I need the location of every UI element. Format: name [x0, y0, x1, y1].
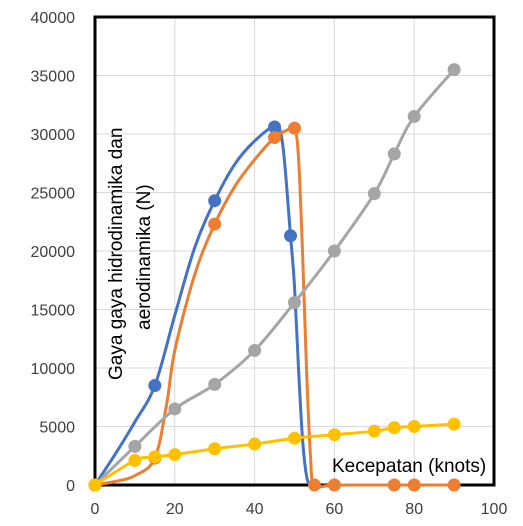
- series-2-point: [387, 478, 401, 492]
- x-axis-label: Kecepatan (knots): [332, 456, 486, 477]
- y-tick-label: 10000: [31, 361, 76, 378]
- y-axis-label-line-1: Gaya gaya hidrodinamika dan: [106, 128, 127, 380]
- series-3-point: [327, 244, 341, 258]
- series-3-point: [407, 109, 421, 123]
- series-4: [88, 417, 461, 492]
- series-1-line: [93, 125, 316, 488]
- series-3-point: [128, 439, 142, 453]
- series-3-point: [447, 63, 461, 77]
- y-tick-label: 20000: [31, 244, 76, 261]
- y-axis-label-line-2: aerodinamika (N): [134, 184, 155, 330]
- series-4-point: [327, 428, 341, 442]
- series-4-point: [367, 424, 381, 438]
- y-tick-label: 35000: [31, 69, 76, 86]
- series-3-point: [248, 343, 262, 357]
- series-4-point: [128, 453, 142, 467]
- series-1-point: [148, 379, 162, 393]
- series-1-point: [208, 194, 222, 208]
- series-3-point: [288, 295, 301, 309]
- series-4-point: [447, 417, 461, 431]
- y-tick-label: 5000: [39, 420, 75, 437]
- x-tick-label: 20: [166, 501, 184, 518]
- x-tick-label: 60: [326, 501, 344, 518]
- y-tick-label: 25000: [31, 186, 76, 203]
- y-tick-label: 0: [66, 478, 75, 495]
- x-tick-label: 0: [91, 501, 100, 518]
- series-2-point: [407, 478, 421, 492]
- x-tick-label: 80: [405, 501, 423, 518]
- series-2-point: [268, 131, 282, 145]
- series-1-point: [284, 229, 298, 243]
- series-4-point: [248, 437, 262, 451]
- series-3-point: [387, 147, 401, 161]
- series-3-point: [367, 187, 381, 201]
- x-tick-label: 40: [246, 501, 264, 518]
- series-2-point: [208, 217, 222, 231]
- series-2-point: [327, 478, 341, 492]
- series-4-point: [208, 442, 222, 456]
- y-axis-label: Gaya gaya hidrodinamika dan aerodinamika…: [106, 128, 155, 380]
- series-1-point: [268, 120, 282, 134]
- series-2-point: [288, 121, 301, 135]
- series-4-point: [88, 478, 102, 492]
- series-4-point: [168, 448, 182, 462]
- series-4-point: [148, 450, 162, 464]
- x-tick-label: 100: [481, 501, 508, 518]
- y-tick-label: 40000: [31, 10, 76, 27]
- series-3-point: [208, 377, 222, 391]
- series-4-point: [407, 420, 421, 433]
- series-2-point: [447, 478, 461, 492]
- series-2-point: [307, 478, 321, 492]
- series-3-point: [168, 402, 182, 416]
- series-4-point: [387, 421, 401, 435]
- y-tick-label: 15000: [31, 303, 76, 320]
- tick-labels: 0 5000 10000 15000 20000 25000 30000 35000 40000…: [31, 10, 508, 518]
- y-tick-label: 30000: [31, 127, 76, 144]
- plot-frame: [93, 15, 496, 487]
- series-layer: [88, 63, 461, 492]
- series-4-point: [288, 431, 301, 445]
